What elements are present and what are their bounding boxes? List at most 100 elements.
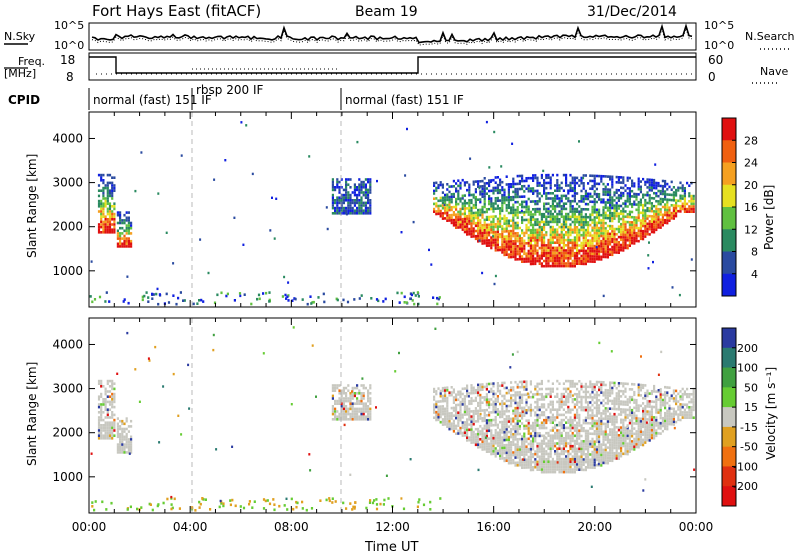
echo-cell xyxy=(617,204,620,208)
echo-cell xyxy=(633,182,636,185)
echo-cell xyxy=(626,176,629,180)
echo-cell xyxy=(433,189,436,193)
echo-cell xyxy=(525,427,528,430)
echo-cell xyxy=(582,260,585,263)
echo-cell xyxy=(556,465,559,469)
echo-cell xyxy=(549,400,552,404)
echo-cell xyxy=(600,443,603,446)
echo-cell xyxy=(113,231,116,234)
echo-cell xyxy=(521,453,524,456)
echo-cell xyxy=(543,241,546,245)
echo-cell xyxy=(516,206,519,209)
echo-cell xyxy=(496,228,499,231)
echo-cell xyxy=(490,439,493,443)
echo-cell xyxy=(569,463,572,466)
echo-cell xyxy=(534,419,537,422)
echo-cell xyxy=(499,235,502,239)
echo-cell xyxy=(459,213,462,216)
echo-cell xyxy=(448,185,451,188)
echo-cell xyxy=(483,448,486,451)
echo-cell xyxy=(593,422,596,425)
echo-cell xyxy=(362,384,365,387)
echo-cell xyxy=(505,428,508,431)
echo-cell xyxy=(593,396,596,399)
echo-cell xyxy=(336,209,339,212)
echo-cell xyxy=(644,201,647,205)
echo-cell xyxy=(593,185,596,188)
echo-cell xyxy=(338,392,341,395)
echo-cell xyxy=(534,406,537,409)
echo-cell xyxy=(514,255,517,259)
echo-cell xyxy=(582,440,585,443)
echo-cell xyxy=(452,195,455,198)
echo-cell xyxy=(113,215,116,218)
echo-cell xyxy=(108,223,112,226)
echo-cell xyxy=(637,229,640,233)
echo-cell xyxy=(534,231,537,234)
echo-cell xyxy=(483,203,486,206)
echo-cell xyxy=(631,239,634,242)
echo-cell xyxy=(584,195,587,198)
echo-cell xyxy=(551,241,554,244)
echo-cell xyxy=(356,415,359,418)
echo-cell xyxy=(127,425,130,428)
echo-cell xyxy=(611,423,614,426)
echo-cell xyxy=(507,461,510,465)
echo-cell xyxy=(584,468,587,472)
echo-cell xyxy=(591,257,594,261)
echo-cell xyxy=(540,246,543,250)
echo-cell xyxy=(615,420,618,424)
echo-cell xyxy=(534,463,537,466)
echo-cell xyxy=(551,220,554,224)
echo-cell xyxy=(600,226,603,230)
echo-cell xyxy=(121,451,124,454)
echo-cell xyxy=(104,228,107,231)
echo-cell xyxy=(569,426,572,430)
echo-cell xyxy=(582,244,585,247)
echo-cell xyxy=(516,195,519,199)
echo-cell xyxy=(554,254,557,257)
echo-cell xyxy=(123,219,126,222)
echo-cell xyxy=(664,195,667,199)
echo-cell xyxy=(503,201,506,205)
echo-cell xyxy=(540,405,543,409)
echo-cell xyxy=(617,402,620,406)
echo-cell xyxy=(501,227,504,231)
echo-cell xyxy=(510,242,513,246)
echo-cell xyxy=(584,460,587,464)
echo-cell xyxy=(501,217,504,220)
echo-cell xyxy=(576,434,579,438)
echo-cell xyxy=(108,202,112,205)
echo-cell xyxy=(466,225,469,228)
echo-cell xyxy=(111,411,114,414)
echo-cell xyxy=(518,456,521,459)
echo-cell xyxy=(483,424,486,428)
echo-cell xyxy=(492,405,495,409)
echo-cell xyxy=(571,379,574,383)
echo-cell xyxy=(364,201,367,205)
echo-cell xyxy=(516,412,519,415)
echo-cell xyxy=(582,195,585,198)
echo-cell xyxy=(569,207,572,211)
echo-cell xyxy=(470,193,473,197)
echo-cell xyxy=(437,405,440,409)
echo-cell xyxy=(102,220,105,224)
echo-cell xyxy=(565,257,568,260)
echo-cell xyxy=(580,254,583,258)
echo-cell xyxy=(532,395,535,399)
echo-cell xyxy=(481,445,484,449)
echo-cell xyxy=(518,247,521,251)
echo-cell xyxy=(615,233,618,236)
echo-cell xyxy=(681,197,684,200)
echo-cell xyxy=(479,425,482,428)
echo-cell xyxy=(516,448,519,451)
echo-cell xyxy=(529,458,532,461)
echo-cell xyxy=(496,241,499,244)
echo-cell xyxy=(108,426,112,430)
echo-cell xyxy=(609,394,612,397)
echo-cell xyxy=(496,186,499,189)
echo-cell xyxy=(532,249,535,253)
echo-cell xyxy=(540,251,543,255)
echo-cell xyxy=(595,182,598,186)
